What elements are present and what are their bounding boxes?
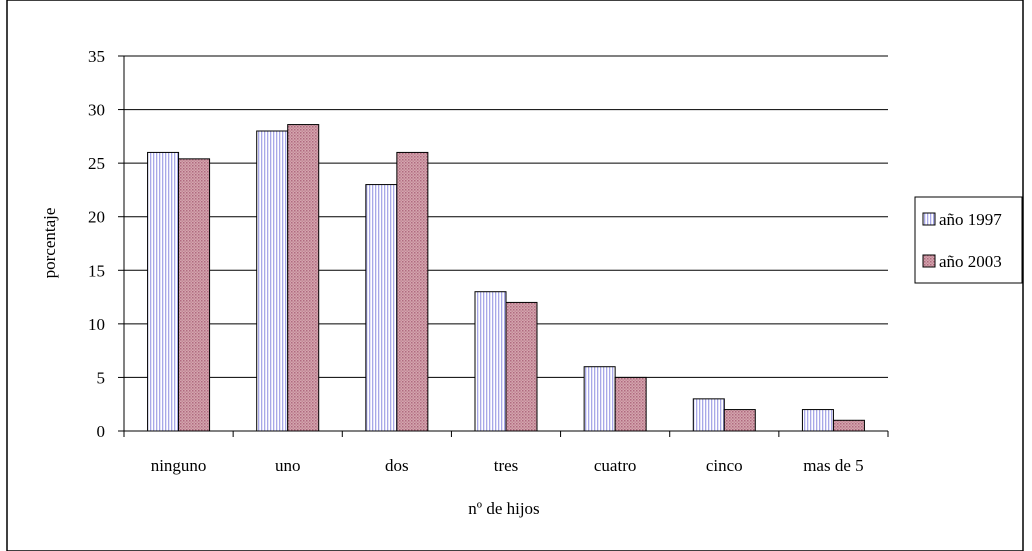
bar-año-1997-ninguno bbox=[147, 151, 180, 432]
bar-año-2003-tres bbox=[505, 301, 538, 432]
legend: año 1997 año 2003 bbox=[914, 196, 1023, 284]
x-tick-label: dos bbox=[385, 456, 409, 475]
legend-label-2003: año 2003 bbox=[939, 252, 1002, 271]
bar-año-1997-uno bbox=[256, 130, 289, 432]
y-tick-label: 0 bbox=[97, 422, 106, 441]
y-tick-label: 5 bbox=[97, 368, 106, 387]
y-tick-label: 35 bbox=[88, 47, 105, 66]
legend-label-1997: año 1997 bbox=[939, 210, 1002, 229]
bar-año-1997-dos bbox=[365, 184, 398, 432]
x-axis-title: nº de hijos bbox=[468, 499, 539, 518]
y-tick-label: 20 bbox=[88, 208, 105, 227]
x-tick-label: mas de 5 bbox=[803, 456, 863, 475]
bar-año-2003-mas-de-5 bbox=[832, 419, 865, 432]
x-tick-label: uno bbox=[275, 456, 301, 475]
x-tick-label: cuatro bbox=[594, 456, 636, 475]
y-tick-label: 10 bbox=[88, 315, 105, 334]
legend-swatch-1997 bbox=[922, 212, 936, 226]
x-axis: ninguno uno dos tres cuatro cinco mas de 5 bbox=[123, 430, 889, 475]
legend-box bbox=[914, 196, 1023, 284]
legend-swatch-2003 bbox=[922, 254, 936, 268]
y-tick-label: 15 bbox=[88, 261, 105, 280]
bar-año-2003-cuatro bbox=[614, 376, 647, 432]
bar-año-1997-tres bbox=[474, 291, 507, 432]
bar-año-1997-cinco bbox=[692, 398, 725, 432]
x-tick-label: cinco bbox=[706, 456, 743, 475]
y-tick-label: 30 bbox=[88, 101, 105, 120]
x-tick-label: ninguno bbox=[151, 456, 207, 475]
bar-año-2003-cinco bbox=[723, 409, 756, 432]
y-tick-label: 25 bbox=[88, 154, 105, 173]
y-axis: 0 5 10 15 20 25 30 35 bbox=[88, 47, 125, 441]
bars bbox=[147, 124, 865, 432]
bar-año-2003-dos bbox=[396, 151, 429, 432]
bar-año-2003-uno bbox=[287, 124, 320, 432]
bar-año-1997-cuatro bbox=[583, 366, 616, 432]
bar-año-2003-ninguno bbox=[178, 158, 211, 432]
x-tick-label: tres bbox=[494, 456, 519, 475]
y-axis-title: porcentaje bbox=[40, 208, 59, 279]
bar-año-1997-mas-de-5 bbox=[801, 409, 834, 432]
